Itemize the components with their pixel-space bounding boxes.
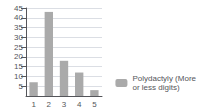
svg-text:10: 10 — [14, 72, 23, 81]
svg-text:5: 5 — [92, 100, 97, 109]
svg-text:2: 2 — [47, 100, 52, 109]
svg-text:25: 25 — [14, 43, 23, 52]
svg-text:40: 40 — [14, 13, 23, 22]
svg-text:4: 4 — [77, 100, 82, 109]
svg-text:3: 3 — [62, 100, 67, 109]
svg-text:or less digits): or less digits) — [132, 83, 179, 92]
svg-text:Polydactyly (More: Polydactyly (More — [132, 74, 196, 83]
svg-text:45: 45 — [14, 4, 23, 13]
svg-text:30: 30 — [14, 33, 23, 42]
svg-text:20: 20 — [14, 52, 23, 61]
svg-text:5: 5 — [19, 82, 24, 91]
svg-text:35: 35 — [14, 23, 23, 32]
svg-text:15: 15 — [14, 62, 23, 71]
svg-text:1: 1 — [31, 100, 36, 109]
